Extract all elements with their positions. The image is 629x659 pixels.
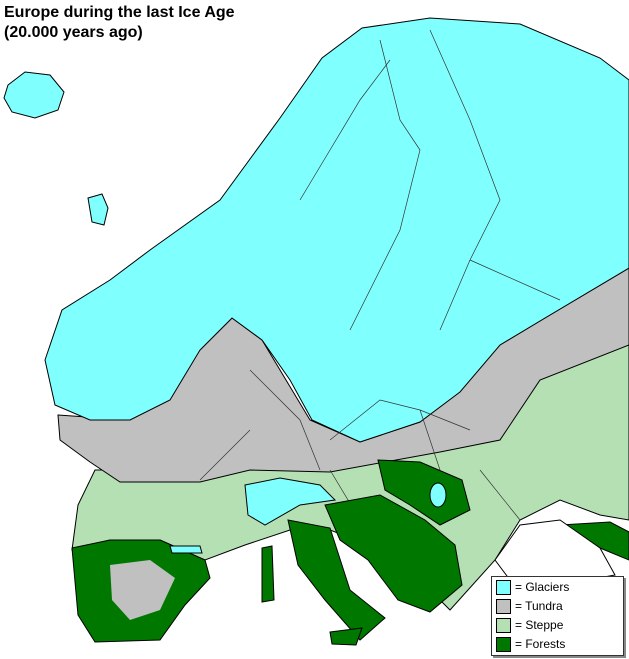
- forests-swatch: [496, 636, 511, 652]
- legend-item-forests: = Forests: [496, 635, 623, 653]
- alps-glacier: [244, 477, 337, 526]
- carpathian-forest: [377, 459, 471, 526]
- corsica-sardinia-forest: [261, 545, 275, 603]
- map-legend: = Glaciers = Tundra = Steppe = Forests: [491, 576, 624, 656]
- title-line-1: Europe during the last Ice Age: [4, 4, 235, 21]
- italy-forest: [287, 519, 386, 641]
- legend-label: = Glaciers: [515, 580, 570, 594]
- glaciers-swatch: [496, 579, 511, 595]
- faroe-glacier: [87, 193, 109, 226]
- tundra-swatch: [496, 598, 511, 614]
- title-line-2: (20.000 years ago): [4, 24, 143, 41]
- legend-label: = Forests: [515, 637, 566, 651]
- iberia-tundra: [110, 560, 175, 620]
- glacier-sheet-scandinavia-britain: [44, 17, 629, 443]
- legend-item-glaciers: = Glaciers: [496, 578, 623, 596]
- legend-item-tundra: = Tundra: [496, 597, 623, 615]
- legend-label: = Tundra: [515, 599, 563, 613]
- legend-label: = Steppe: [515, 618, 564, 632]
- legend-item-steppe: = Steppe: [496, 616, 623, 634]
- steppe-swatch: [496, 617, 511, 633]
- iceland-glacier: [3, 71, 65, 119]
- carpathian-glacier: [429, 482, 447, 508]
- pyrenees-glacier: [169, 545, 203, 554]
- balkans-forest: [324, 494, 463, 613]
- map-title: Europe during the last Ice Age (20.000 y…: [4, 3, 235, 43]
- sicily-forest: [329, 627, 363, 646]
